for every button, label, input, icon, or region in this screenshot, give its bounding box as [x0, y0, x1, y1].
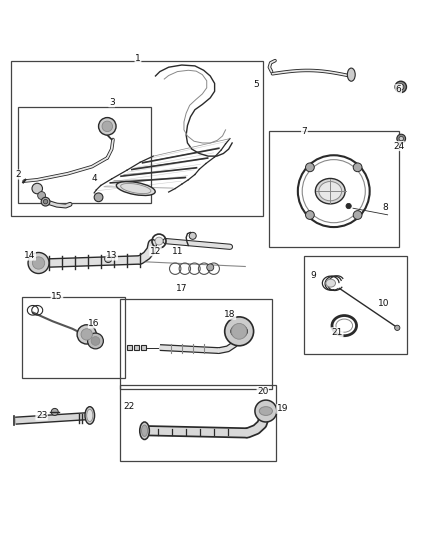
- Bar: [269, 131, 399, 247]
- Ellipse shape: [326, 279, 336, 287]
- Circle shape: [306, 163, 314, 172]
- Ellipse shape: [259, 407, 272, 415]
- Circle shape: [353, 211, 362, 220]
- Text: 17: 17: [176, 284, 187, 293]
- Circle shape: [207, 264, 214, 271]
- Text: 8: 8: [382, 203, 389, 212]
- Text: 18: 18: [224, 310, 236, 319]
- Circle shape: [395, 325, 400, 330]
- Bar: [120, 385, 276, 462]
- Circle shape: [81, 329, 92, 340]
- Text: 20: 20: [257, 387, 268, 396]
- Text: 23: 23: [36, 411, 47, 420]
- Text: 12: 12: [150, 247, 161, 256]
- Circle shape: [353, 163, 362, 172]
- Circle shape: [102, 121, 113, 132]
- Circle shape: [28, 253, 49, 273]
- Circle shape: [94, 193, 103, 201]
- Text: 16: 16: [88, 319, 100, 328]
- Circle shape: [99, 118, 116, 135]
- Text: 21: 21: [332, 328, 343, 337]
- Circle shape: [189, 232, 196, 239]
- Circle shape: [395, 81, 406, 93]
- Circle shape: [397, 134, 406, 143]
- Circle shape: [155, 237, 163, 245]
- Text: 5: 5: [253, 80, 259, 89]
- Ellipse shape: [85, 407, 95, 424]
- Circle shape: [43, 199, 48, 204]
- Ellipse shape: [315, 179, 345, 204]
- Text: 15: 15: [51, 292, 63, 301]
- Text: 3: 3: [109, 98, 115, 107]
- Text: 6: 6: [396, 85, 402, 94]
- Circle shape: [91, 336, 100, 345]
- Bar: [141, 345, 146, 350]
- Circle shape: [88, 333, 103, 349]
- Ellipse shape: [231, 325, 247, 337]
- Ellipse shape: [117, 182, 155, 196]
- Bar: [18, 107, 151, 203]
- Circle shape: [398, 84, 404, 90]
- Bar: [134, 345, 139, 350]
- Ellipse shape: [319, 182, 342, 201]
- Circle shape: [399, 136, 403, 141]
- Text: 11: 11: [172, 247, 183, 256]
- Bar: [120, 300, 272, 389]
- Circle shape: [346, 204, 351, 208]
- Ellipse shape: [141, 425, 148, 437]
- Text: 4: 4: [92, 174, 97, 183]
- Circle shape: [32, 183, 42, 194]
- Circle shape: [231, 324, 247, 339]
- Text: 2: 2: [16, 170, 21, 179]
- Ellipse shape: [87, 409, 93, 422]
- Ellipse shape: [347, 68, 355, 81]
- Text: 9: 9: [310, 271, 316, 280]
- Bar: [304, 255, 407, 354]
- Text: 7: 7: [301, 127, 307, 136]
- Text: 10: 10: [378, 299, 389, 308]
- Circle shape: [41, 197, 50, 206]
- Circle shape: [77, 325, 96, 344]
- Circle shape: [306, 211, 314, 220]
- Bar: [11, 61, 263, 216]
- Text: 1: 1: [135, 54, 141, 63]
- Circle shape: [32, 257, 45, 269]
- Text: 14: 14: [24, 251, 35, 260]
- Text: 13: 13: [106, 251, 117, 260]
- Bar: [127, 345, 132, 350]
- Circle shape: [225, 317, 254, 346]
- Ellipse shape: [140, 422, 149, 440]
- Text: 22: 22: [124, 402, 135, 411]
- Circle shape: [38, 191, 46, 199]
- Circle shape: [105, 255, 112, 263]
- Bar: [22, 297, 125, 378]
- Text: 24: 24: [393, 142, 404, 150]
- Circle shape: [255, 400, 277, 422]
- Text: 19: 19: [277, 405, 288, 414]
- Circle shape: [51, 408, 58, 415]
